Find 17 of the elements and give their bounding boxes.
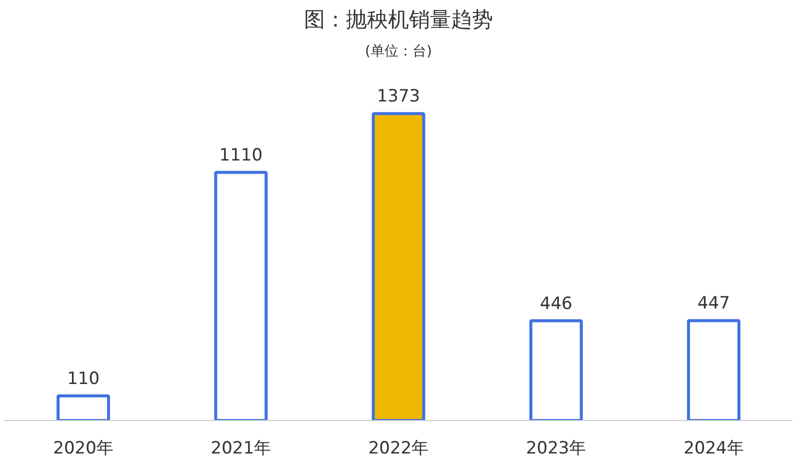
- x-tick-label: 2021年: [210, 438, 272, 458]
- data-label: 1373: [376, 86, 420, 107]
- x-tick-label: 2024年: [684, 438, 744, 458]
- bar: [56, 394, 110, 420]
- x-tick-label: 2022年: [368, 438, 429, 458]
- data-label: 447: [697, 294, 730, 314]
- chart-subtitle: (单位：台): [365, 44, 432, 60]
- x-tick-label: 2020年: [53, 438, 114, 458]
- chart-title: 图：抛秧机销量趋势: [304, 8, 493, 32]
- data-label: 1110: [219, 145, 263, 166]
- data-label: 446: [540, 294, 572, 314]
- x-tick-label: 2023年: [526, 438, 586, 458]
- bar: [372, 112, 426, 420]
- bar: [214, 170, 268, 420]
- bar: [529, 319, 583, 420]
- data-label: 110: [67, 368, 100, 389]
- bar: [686, 319, 740, 420]
